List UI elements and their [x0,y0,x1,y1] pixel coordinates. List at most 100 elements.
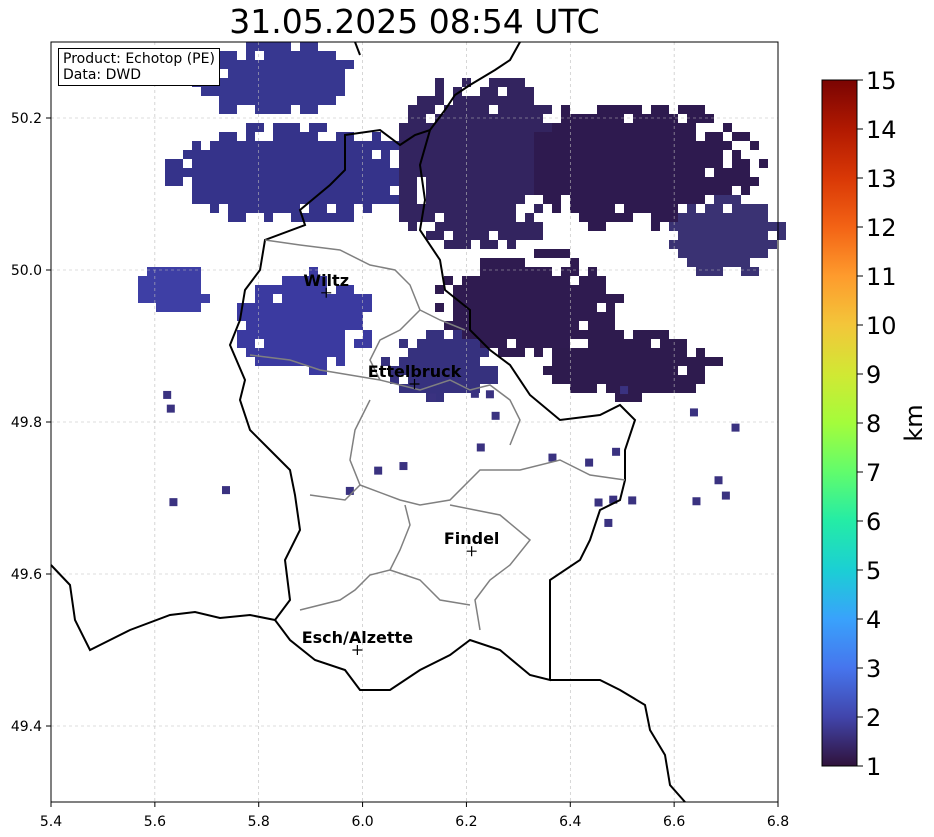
echo-cell [309,141,318,150]
echo-cell [714,177,723,186]
echo-cell [444,276,453,285]
echo-cell [579,294,588,303]
colorbar-tick-label: 12 [866,214,897,242]
echo-cell [471,312,480,321]
echo-cell [489,186,498,195]
echo-cell [273,87,282,96]
echo-cell [642,339,651,348]
echo-cell [282,105,291,114]
echo-cell [273,357,282,366]
echo-cell [282,276,291,285]
echo-cell [408,123,417,132]
echo-cell [507,294,516,303]
echo-cell [399,132,408,141]
echo-cell [264,87,273,96]
echo-cell [588,114,597,123]
echo-cell [588,267,597,276]
echo-cell [516,114,525,123]
echo-cell [309,132,318,141]
echo-cell [246,330,255,339]
echo-cell [183,267,192,276]
echo-cell [228,177,237,186]
echo-cell [606,357,615,366]
echo-cell [507,105,525,114]
echo-cell [525,303,534,312]
echo-cell [642,186,651,195]
echo-cell [552,132,561,141]
city-marker [409,379,420,389]
echo-cell [471,213,480,222]
echo-cell [642,150,651,159]
echo-cell [444,348,453,357]
echo-cell [435,87,444,96]
echo-cell [345,303,354,312]
echo-cell [237,177,246,186]
echo-cell [273,321,282,330]
echo-cell [282,357,291,366]
echo-cell [273,96,282,105]
echo-cell [543,177,552,186]
echo-cell [489,312,498,321]
echo-cell [426,105,435,114]
echo-cell [462,348,471,357]
colorbar-tick-label: 3 [866,655,881,683]
echo-cell [354,195,372,204]
echo-cell [444,195,453,204]
echo-cell [264,357,273,366]
echo-cell [336,60,354,69]
echo-cell [417,123,435,132]
echo-cell [606,303,615,312]
country-border [228,128,637,691]
echo-cell [489,87,498,96]
echo-cell [363,141,381,150]
echo-cell [588,285,597,294]
echo-cell [759,204,768,213]
echo-cell [570,150,579,159]
echo-cell [435,222,444,231]
echo-cell [705,159,714,168]
echo-cell [489,123,498,132]
echo-cell [525,276,534,285]
colorbar-tick-label: 11 [866,263,897,291]
echo-cell [615,168,624,177]
echo-cell [291,195,300,204]
echo-cell [669,195,678,204]
echo-cell [453,366,462,375]
echo-cell [291,150,300,159]
echo-cell [282,294,291,303]
echo-cell [309,204,318,213]
echo-cell [255,294,264,303]
echo-cell [579,150,588,159]
echo-cell [597,150,606,159]
echo-cell [705,231,714,240]
echo-cell [696,348,705,357]
echo-cell [336,132,345,141]
echo-cell [561,312,570,321]
city-label: Ettelbruck [368,362,462,381]
echo-cell [246,186,255,195]
echo-cell [192,195,201,204]
echo-cell [687,123,696,132]
echo-cell [498,96,507,105]
echo-cell [327,303,336,312]
echo-cell [678,240,687,249]
echo-cell [714,150,723,159]
echo-cell [417,366,426,375]
echo-cell [732,195,741,204]
echo-cell [453,105,462,114]
echo-cell [372,168,381,177]
echo-cell [471,186,480,195]
echo-cell [336,204,345,213]
echo-cell [507,231,525,240]
echo-cell [345,294,354,303]
echo-cell [552,321,561,330]
echo-cell [282,186,291,195]
echo-cell [374,466,383,475]
echo-cell [309,69,318,78]
echo-cell [597,141,606,150]
echo-cell [525,168,534,177]
echo-cell [498,78,507,87]
echo-cell [309,60,318,69]
echo-cell [462,150,471,159]
